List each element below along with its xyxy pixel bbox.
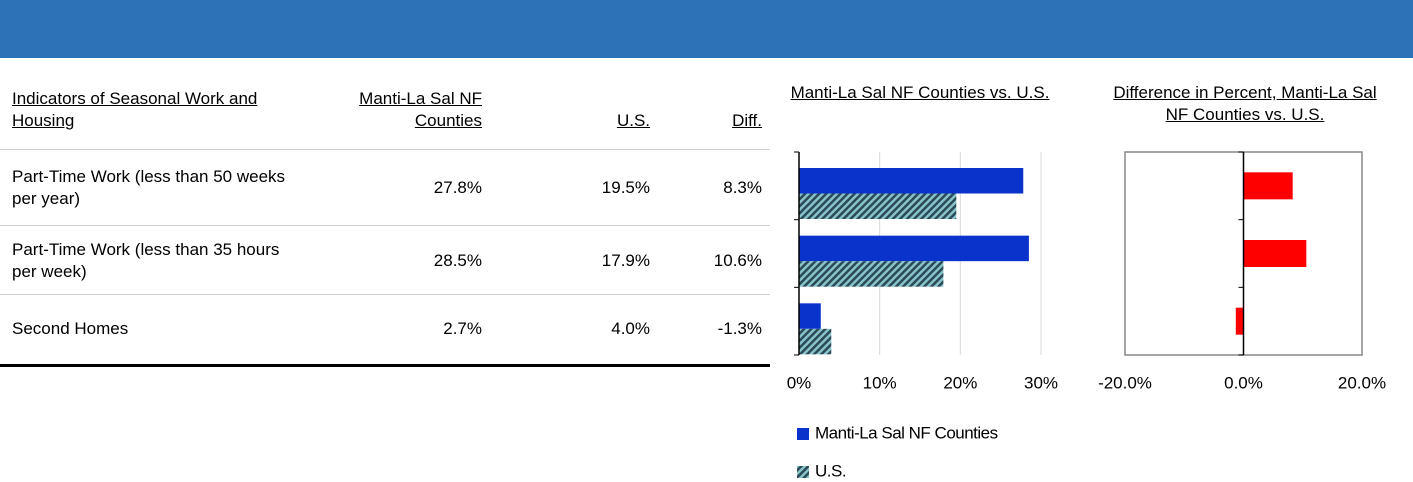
column-header: Manti-La Sal NF Counties <box>359 89 482 130</box>
column-header: Indicators of Seasonal Work and Housing <box>12 89 258 130</box>
bar <box>1243 172 1293 200</box>
bar <box>1243 240 1307 267</box>
legend-label: U.S. <box>815 461 846 480</box>
legend-label: Manti-La Sal NF Counties <box>815 423 998 442</box>
table-rule <box>0 364 770 367</box>
x-tick-label: 0.0% <box>1224 373 1263 392</box>
column-header: U.S. <box>616 111 650 130</box>
row-separator <box>0 149 770 150</box>
x-tick-label: 20% <box>943 373 977 392</box>
bar <box>799 235 1029 262</box>
table-cell: 19.5% <box>601 178 650 197</box>
row-separator <box>0 225 770 226</box>
table-cell: 27.8% <box>433 178 482 197</box>
table-cell: 28.5% <box>433 251 482 270</box>
x-tick-label: 0% <box>787 373 812 392</box>
row-label: Part-Time Work (less than 35 hours per w… <box>12 240 280 281</box>
table-cell: 4.0% <box>611 319 650 338</box>
chart-title: Manti-La Sal NF Counties vs. U.S. <box>790 83 1050 102</box>
column-header: Diff. <box>732 111 762 130</box>
header-band <box>0 0 1413 58</box>
bar <box>799 303 821 329</box>
row-separator <box>0 294 770 295</box>
table-cell: 8.3% <box>723 178 762 197</box>
bar <box>1235 307 1244 335</box>
x-tick-label: -20.0% <box>1098 373 1152 392</box>
table-cell: 17.9% <box>601 251 650 270</box>
row-label: Second Homes <box>12 319 129 338</box>
legend-swatch <box>797 466 809 478</box>
bar <box>799 328 832 355</box>
chart-title: Difference in Percent, Manti-La Sal NF C… <box>1113 83 1377 124</box>
table-cell: -1.3% <box>717 319 762 338</box>
bar <box>799 168 1024 194</box>
x-tick-label: 30% <box>1024 373 1058 392</box>
legend-swatch <box>797 428 809 440</box>
x-tick-label: 20.0% <box>1338 373 1386 392</box>
table-cell: 10.6% <box>713 251 762 270</box>
bar <box>799 193 957 219</box>
table-cell: 2.7% <box>443 319 482 338</box>
x-tick-label: 10% <box>863 373 897 392</box>
row-label: Part-Time Work (less than 50 weeks per y… <box>12 167 286 208</box>
bar <box>799 261 944 287</box>
